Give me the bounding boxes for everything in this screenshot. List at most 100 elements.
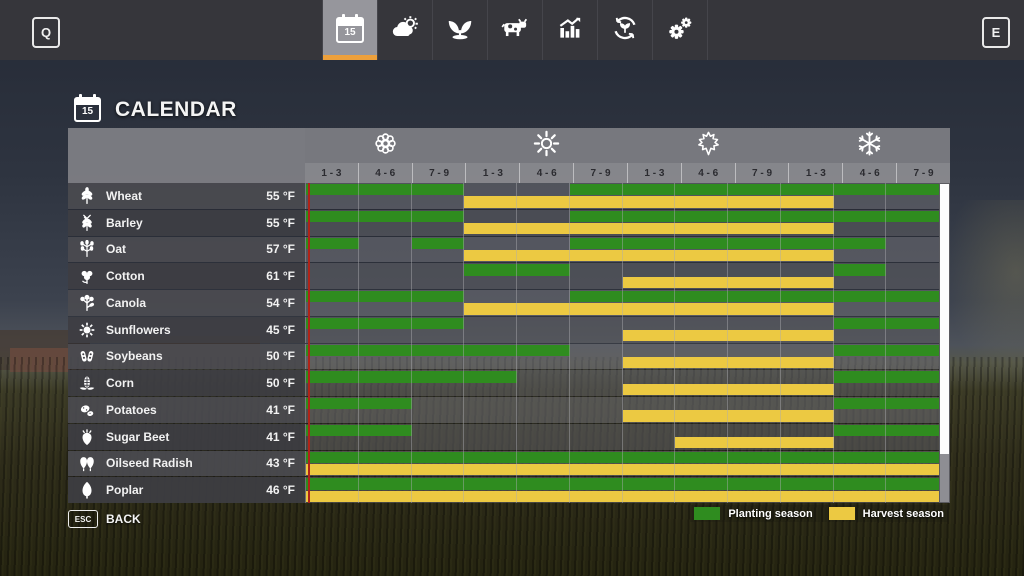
header-corner [68,128,305,183]
gears-icon [665,13,695,48]
corn-icon [78,374,96,392]
poplar-icon [78,481,96,499]
legend-swatch [694,507,721,520]
crop-name: Wheat [106,188,142,203]
month-header-autumn-2: 4 - 6 [680,163,735,183]
crop-germination-temp: 43 °F [266,456,295,471]
bar-chart-icon [555,13,585,48]
back-button[interactable]: ESC BACK [68,510,141,528]
potatoes-icon [78,401,96,419]
crop-row-cotton: Cotton 61 °F [68,263,950,290]
crop-season-cells [305,370,939,396]
tab-weather[interactable] [378,0,433,60]
harvest-season-bar [464,303,834,315]
month-header-spring-3: 7 - 9 [411,163,466,183]
weather-icon [390,13,420,48]
planting-season-bar [306,398,412,410]
sprout-icon [445,13,475,48]
crop-season-cells [305,263,939,289]
planting-season-bar [306,451,939,463]
month-header-summer-1: 1 - 3 [465,163,519,183]
season-legend: Planting season Harvest season [690,505,948,522]
harvest-season-bar [622,383,834,395]
harvest-season-bar [306,463,939,476]
planting-season-bar [306,478,939,490]
planting-season-bar [306,184,465,196]
crop-germination-temp: 61 °F [266,269,295,284]
harvest-season-bar [464,223,834,235]
scrollbar-track[interactable] [939,183,950,503]
planting-season-bar [833,264,887,276]
tab-crops[interactable] [433,0,488,60]
planting-season-bar [411,237,465,249]
crop-germination-temp: 46 °F [266,483,295,498]
crop-germination-temp: 50 °F [266,376,295,391]
crop-row-wheat: Wheat 55 °F [68,183,950,210]
calendar-icon: 15 [74,94,101,122]
crop-germination-temp: 41 °F [266,429,295,444]
harvest-season-bar [622,330,834,342]
page-title-text: CALENDAR [115,97,237,121]
harvest-season-bar [306,490,939,502]
month-header-winter-1: 1 - 3 [788,163,842,183]
calendar-icon: 15 [336,14,364,43]
scrollbar-thumb[interactable] [940,184,949,455]
crop-name: Cotton [106,269,145,284]
crop-row-sunflowers: Sunflowers 45 °F [68,316,950,344]
snowflake-icon [855,129,884,163]
crop-row-potatoes: Potatoes 41 °F [68,397,950,424]
crop-name: Canola [106,295,147,310]
tab-calendar[interactable]: 15 [322,0,378,60]
crop-name: Potatoes [106,402,157,417]
crop-row-canola: Canola 54 °F [68,290,950,317]
month-header-autumn-3: 7 - 9 [734,163,789,183]
crop-name: Oat [106,242,127,257]
planting-season-bar [306,210,465,223]
crop-season-cells [305,183,939,209]
hill-highlight [944,200,1024,380]
harvest-season-bar [464,249,834,262]
oilseed-radish-icon [78,454,96,472]
active-tab-underline [323,55,377,60]
planting-season-bar [306,237,359,249]
planting-season-bar [306,424,412,437]
season-autumn [628,128,789,163]
cycle-icon [610,13,640,48]
tab-animals[interactable] [488,0,543,60]
season-winter [789,128,950,163]
month-header-winter-2: 4 - 6 [842,163,896,183]
planting-season-bar [464,264,570,276]
planting-season-bar [306,344,570,356]
sun-icon [532,129,561,163]
crop-row-sugar-beet: Sugar Beet 41 °F [68,423,950,451]
crop-season-cells [305,397,939,423]
legend-item: Planting season [694,507,813,520]
harvest-season-bar [622,410,834,422]
key-hint-q[interactable]: Q [32,17,60,48]
tab-seasons-cycle[interactable] [598,0,653,60]
planting-season-bar [306,291,465,303]
season-icon-row [305,128,950,163]
planting-season-bar [569,210,939,223]
planting-season-bar [306,317,465,330]
crop-row-soybeans: Soybeans 50 °F [68,343,950,371]
planting-season-bar [833,371,939,383]
harvest-season-bar [464,196,834,208]
crop-season-cells [305,316,939,343]
crop-row-poplar: Poplar 46 °F [68,477,950,503]
key-hint-e[interactable]: E [982,17,1010,48]
legend-label: Planting season [728,507,813,520]
crop-germination-temp: 41 °F [266,402,295,417]
planting-season-bar [833,344,939,356]
tab-statistics[interactable] [543,0,598,60]
current-day-line [308,183,310,503]
crop-germination-temp: 45 °F [266,322,295,337]
soybeans-icon [78,347,96,365]
sugar-beet-icon [78,428,96,446]
tab-settings[interactable] [653,0,708,60]
oat-icon [78,240,96,258]
crop-season-cells [305,209,939,236]
